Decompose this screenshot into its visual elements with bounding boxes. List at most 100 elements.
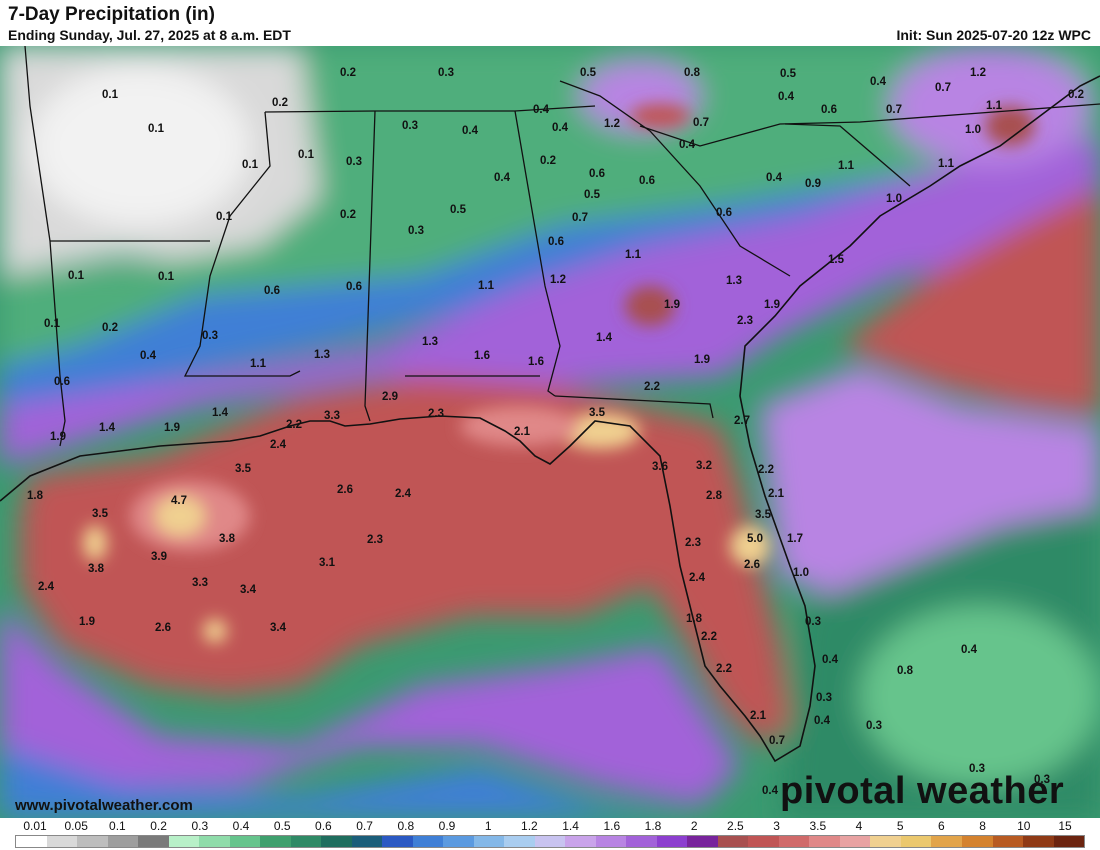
precip-label: 1.2 [550, 274, 566, 286]
precip-label: 0.3 [816, 692, 832, 704]
scale-swatch [534, 836, 566, 847]
precip-label: 1.3 [726, 275, 742, 287]
precip-label: 5.0 [747, 533, 763, 545]
precip-label: 3.4 [270, 622, 287, 634]
precip-label: 0.1 [158, 271, 175, 283]
precip-label: 3.3 [192, 577, 208, 589]
scale-label: 0.5 [273, 819, 291, 833]
precip-label: 0.5 [780, 68, 797, 80]
scale-label: 15 [1058, 819, 1072, 833]
precip-label: 0.7 [572, 212, 588, 224]
precip-label: 1.3 [314, 349, 330, 361]
precip-label: 1.0 [793, 567, 809, 579]
scale-label: 2 [690, 819, 698, 833]
precip-label: 0.7 [693, 117, 709, 129]
scale-swatch [321, 836, 352, 847]
precip-label: 1.4 [212, 407, 229, 419]
scale-label: 1 [484, 819, 492, 833]
precip-label: 2.1 [750, 710, 767, 722]
scale-swatch [687, 836, 718, 847]
precip-label: 1.4 [596, 332, 613, 344]
scale-label: 0.01 [23, 819, 47, 833]
precip-label: 0.3 [1034, 774, 1050, 786]
scale-swatch [443, 836, 474, 847]
precip-label: 2.2 [716, 663, 732, 675]
precip-label: 3.5 [235, 463, 252, 475]
scale-label: 1.4 [562, 819, 579, 833]
precip-label: 0.6 [346, 281, 362, 293]
state-borders [24, 46, 1100, 447]
precip-label: 2.6 [337, 484, 353, 496]
scale-swatch [290, 836, 322, 847]
precip-label: 3.3 [324, 410, 340, 422]
precip-label: 0.8 [897, 665, 914, 677]
scale-swatch [382, 836, 413, 847]
scale-swatch [809, 836, 840, 847]
scale-swatch [229, 836, 261, 847]
precip-label: 0.2 [102, 322, 118, 334]
precip-label: 0.3 [805, 616, 821, 628]
scale-swatch [900, 836, 932, 847]
scale-swatch [504, 836, 535, 847]
scale-swatch [870, 836, 901, 847]
precip-label: 0.2 [272, 97, 288, 109]
scale-swatch [839, 836, 871, 847]
scale-swatch [748, 836, 779, 847]
scale-bar [15, 835, 1085, 848]
precip-label: 0.3 [408, 225, 424, 237]
precip-label: 1.9 [694, 354, 710, 366]
precip-label: 2.9 [382, 391, 398, 403]
scale-label: 2.5 [727, 819, 744, 833]
scale-labels: 0.01 0.05 0.1 0.2 0.3 0.4 0.5 0.6 0.7 0.8 0.9 1 1.2 1… [0, 818, 1100, 834]
heavy-precip-cores [83, 104, 1035, 643]
website-url: www.pivotalweather.com [15, 797, 193, 814]
scale-swatch [412, 836, 444, 847]
precip-label: 0.3 [202, 330, 218, 342]
precip-label: 2.6 [155, 622, 171, 634]
precip-label: 0.1 [242, 159, 259, 171]
precip-label: 1.2 [970, 67, 986, 79]
precip-label: 1.6 [474, 350, 490, 362]
precip-label: 0.2 [540, 155, 556, 167]
precip-label: 1.9 [764, 299, 780, 311]
scale-swatch [961, 836, 993, 847]
scale-label: 0.7 [356, 819, 373, 833]
precip-label: 0.1 [44, 318, 61, 330]
precip-label: 0.2 [1068, 89, 1084, 101]
scale-swatch [992, 836, 1024, 847]
precip-label: 0.6 [639, 175, 655, 187]
map-title: 7-Day Precipitation (in) [8, 4, 215, 25]
scale-swatch [199, 836, 230, 847]
precip-label: 1.1 [250, 358, 267, 370]
precip-label: 0.6 [264, 285, 280, 297]
precip-label: 1.8 [27, 490, 44, 502]
precip-label: 1.5 [828, 254, 845, 266]
scale-swatch [46, 836, 78, 847]
init-time: Init: Sun 2025-07-20 12z WPC [896, 27, 1091, 43]
scale-swatch [351, 836, 383, 847]
precip-label: 0.3 [346, 156, 362, 168]
precip-label: 0.4 [494, 172, 511, 184]
precip-label: 2.4 [395, 488, 412, 500]
precip-label: 0.1 [298, 149, 315, 161]
precip-label: 4.7 [171, 495, 187, 507]
precip-label: 1.1 [838, 160, 855, 172]
precip-label: 0.4 [762, 785, 779, 797]
scale-label: 0.9 [438, 819, 456, 833]
scale-label: 1.6 [603, 819, 621, 833]
scale-swatch [16, 836, 47, 847]
precip-label: 2.2 [701, 631, 717, 643]
precip-label: 3.5 [755, 509, 772, 521]
precip-label: 0.4 [140, 350, 157, 362]
precip-label: 2.1 [514, 426, 531, 438]
scale-swatch [107, 836, 139, 847]
precipitation-map: 0.2 0.3 0.5 0.8 0.5 0.4 1.2 0.2 0.1 0.2 … [0, 46, 1100, 818]
precip-label: 1.0 [965, 124, 981, 136]
map-canvas: 0.2 0.3 0.5 0.8 0.5 0.4 1.2 0.2 0.1 0.2 … [0, 46, 1100, 818]
scale-swatch [473, 836, 505, 847]
precip-label: 0.6 [548, 236, 564, 248]
valid-time: Ending Sunday, Jul. 27, 2025 at 8 a.m. E… [8, 27, 291, 43]
precip-label: 2.2 [644, 381, 660, 393]
precip-label: 0.4 [814, 715, 831, 727]
precip-label: 1.9 [79, 616, 95, 628]
